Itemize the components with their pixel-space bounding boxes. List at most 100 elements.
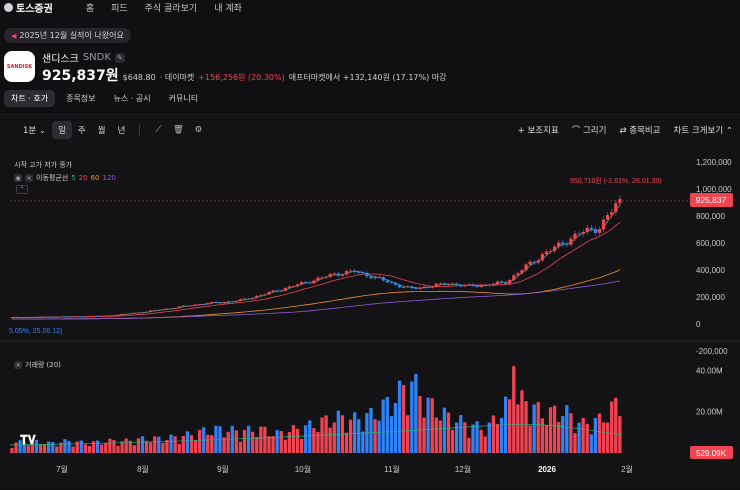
candle-body — [140, 312, 145, 314]
volume-bar — [279, 431, 283, 453]
candle-body — [520, 270, 524, 274]
volume-bar — [438, 420, 442, 453]
candle-body — [577, 233, 581, 235]
volume-bar — [14, 442, 18, 453]
tab-community[interactable]: 커뮤니티 — [168, 94, 199, 103]
candle-body — [259, 295, 263, 296]
volume-bar — [577, 422, 581, 453]
candle-body — [144, 311, 149, 313]
period-week[interactable]: 주 — [77, 126, 86, 136]
close-icon[interactable]: × — [14, 361, 22, 369]
volume-legend: × 거래량 (20) — [14, 360, 61, 370]
candle-body — [544, 251, 549, 255]
eye-icon[interactable]: ◉ — [14, 174, 22, 182]
candle-body — [83, 316, 88, 318]
price-volume-chart[interactable]: 1,200,000 1,000,000 800,000 600,000 400,000 2… — [0, 145, 740, 490]
volume-bar — [193, 440, 198, 453]
volume-bar — [459, 415, 463, 453]
candle-body — [14, 317, 18, 318]
x-axis-label: 2월 — [621, 464, 633, 474]
nav-item-my-account[interactable]: 내 계좌 — [214, 3, 242, 14]
candle-body — [508, 279, 512, 284]
volume-bars — [10, 366, 622, 453]
candle-body — [230, 301, 234, 303]
ma-label: 이동평균선 — [36, 174, 69, 182]
volume-bar — [67, 440, 71, 453]
chart-toolbar: 1분 ⌄ 일 주 월 년 ⟋ 🗑 ⚙ + 보조지표 ⌒ 그리기 ⇄ 종목비교 차… — [0, 115, 740, 145]
nav-item-home[interactable]: 홈 — [85, 3, 95, 14]
volume-bar — [295, 428, 300, 453]
draw-button[interactable]: ⌒ 그리기 — [571, 126, 607, 136]
volume-bar — [418, 396, 422, 453]
volume-bar — [499, 418, 504, 453]
tab-news[interactable]: 뉴스 · 공시 — [113, 94, 151, 103]
compare-button[interactable]: ⇄ 종목비교 — [619, 126, 661, 136]
candle-body — [455, 283, 459, 286]
candle-body — [100, 316, 104, 317]
notice-text: 2025년 12월 실적이 나왔어요 — [19, 31, 124, 40]
volume-bar — [214, 425, 218, 453]
add-indicator-button[interactable]: + 보조지표 — [517, 126, 559, 136]
candle-body — [128, 313, 132, 315]
volume-bar — [475, 421, 479, 453]
candle-body — [552, 246, 557, 251]
candle-body — [91, 316, 96, 317]
tab-chart-orderbook[interactable]: 차트 · 호가 — [4, 90, 56, 107]
candle-body — [202, 304, 206, 306]
candle-body — [589, 227, 593, 230]
candle-body — [495, 281, 500, 284]
period-year[interactable]: 년 — [117, 126, 126, 136]
tab-stock-info[interactable]: 종목정보 — [66, 94, 96, 103]
trash-icon[interactable]: 🗑 — [172, 125, 184, 135]
volume-bar — [251, 431, 255, 453]
edit-icon[interactable]: ✎ — [114, 52, 125, 63]
interval-dropdown[interactable]: 1분 ⌄ — [23, 126, 47, 136]
volume-bar — [34, 439, 39, 453]
candle-body — [316, 277, 320, 281]
period-day[interactable]: 일 — [52, 121, 72, 139]
volume-bar — [120, 441, 124, 453]
volume-bar — [51, 442, 55, 453]
fullscreen-chart-button[interactable]: 차트 크게보기 ⌃ — [673, 126, 733, 136]
candle-body — [153, 310, 157, 311]
volume-bar — [59, 442, 63, 453]
volume-bar — [18, 440, 22, 453]
volume-bar — [614, 397, 618, 453]
nav-item-screener[interactable]: 주식 골라보기 — [144, 3, 198, 14]
gear-icon[interactable]: ⚙ — [194, 125, 203, 135]
candle-body — [193, 304, 198, 306]
volume-bar — [30, 439, 34, 453]
close-icon[interactable]: × — [25, 174, 33, 182]
volume-bar — [324, 415, 328, 453]
earnings-notice-chip[interactable]: ◀ 2025년 12월 실적이 나왔어요 — [4, 28, 131, 43]
volume-bar — [144, 440, 149, 453]
period-month[interactable]: 월 — [97, 126, 106, 136]
candle-body — [581, 232, 585, 234]
candle-body — [169, 308, 173, 310]
ma-5: 5 — [71, 174, 76, 182]
candle-body — [565, 244, 569, 246]
ma-120: 120 — [102, 174, 116, 182]
draw-tool-icon[interactable]: ⟋ — [155, 125, 162, 135]
volume-bar — [226, 431, 230, 453]
candle-body — [467, 284, 471, 286]
volume-bar — [149, 442, 153, 453]
nav-item-feed[interactable]: 피드 — [111, 3, 128, 14]
volume-bar — [165, 439, 169, 453]
volume-bar — [124, 438, 128, 453]
volume-bar — [348, 419, 353, 453]
volume-bar — [234, 430, 238, 453]
volume-bar — [442, 407, 447, 453]
brand-logo[interactable]: 토스증권 — [4, 0, 53, 15]
volume-bar — [401, 385, 406, 453]
x-axis-label: 2026 — [538, 465, 556, 474]
candle-body — [104, 315, 108, 317]
speaker-icon: ◀ — [11, 31, 17, 40]
volume-bar — [100, 444, 104, 453]
volume-bar — [373, 419, 377, 453]
candle-body — [344, 271, 349, 275]
volume-bar — [153, 436, 157, 453]
volume-bar — [140, 436, 145, 453]
candle-body — [87, 316, 92, 318]
collapse-legend-button[interactable]: ⌃ — [16, 185, 28, 194]
